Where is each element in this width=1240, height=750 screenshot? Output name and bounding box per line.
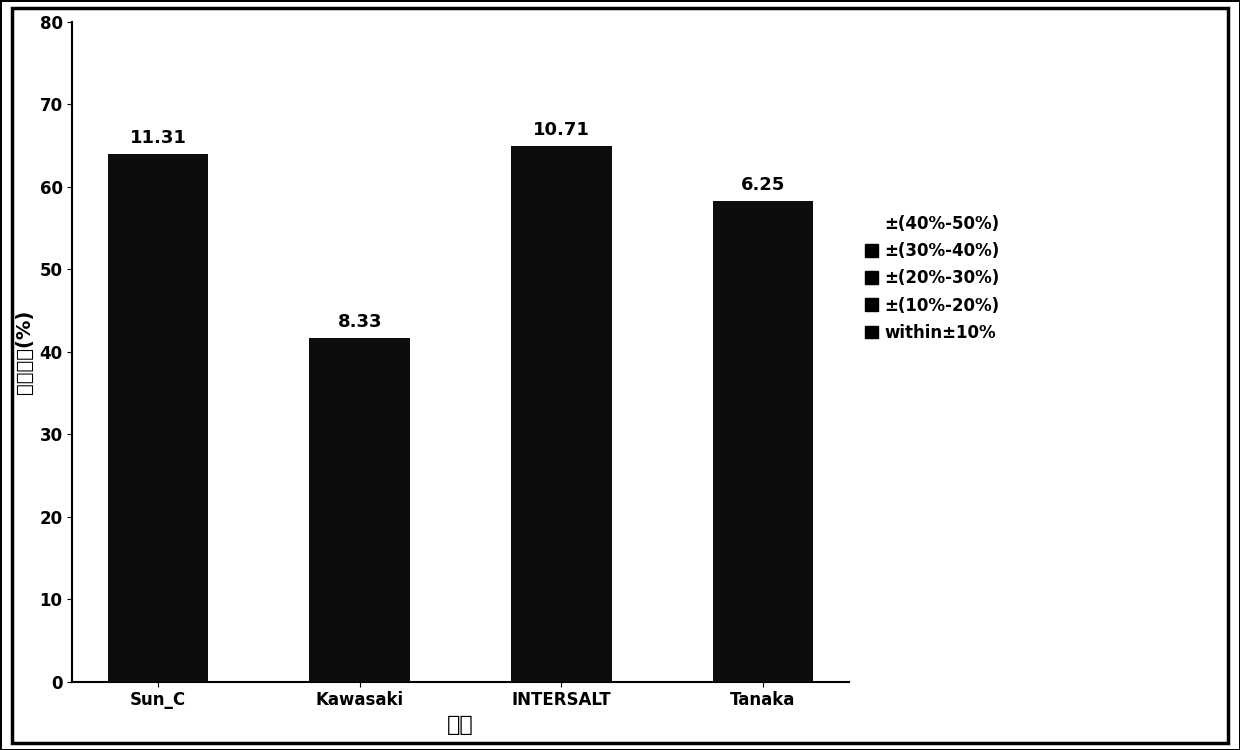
Bar xyxy=(309,338,410,682)
Bar xyxy=(511,146,611,682)
Bar xyxy=(713,201,813,682)
Text: 6.25: 6.25 xyxy=(740,176,785,194)
Text: 11.31: 11.31 xyxy=(130,129,186,147)
Y-axis label: 分布比例(%): 分布比例(%) xyxy=(15,310,33,394)
Bar xyxy=(108,154,208,682)
Text: 8.33: 8.33 xyxy=(337,314,382,332)
X-axis label: 方法: 方法 xyxy=(448,715,474,735)
Legend: ±(40%-50%), ±(30%-40%), ±(20%-30%), ±(10%-20%), within±10%: ±(40%-50%), ±(30%-40%), ±(20%-30%), ±(10… xyxy=(864,215,999,342)
Text: 10.71: 10.71 xyxy=(533,121,590,139)
